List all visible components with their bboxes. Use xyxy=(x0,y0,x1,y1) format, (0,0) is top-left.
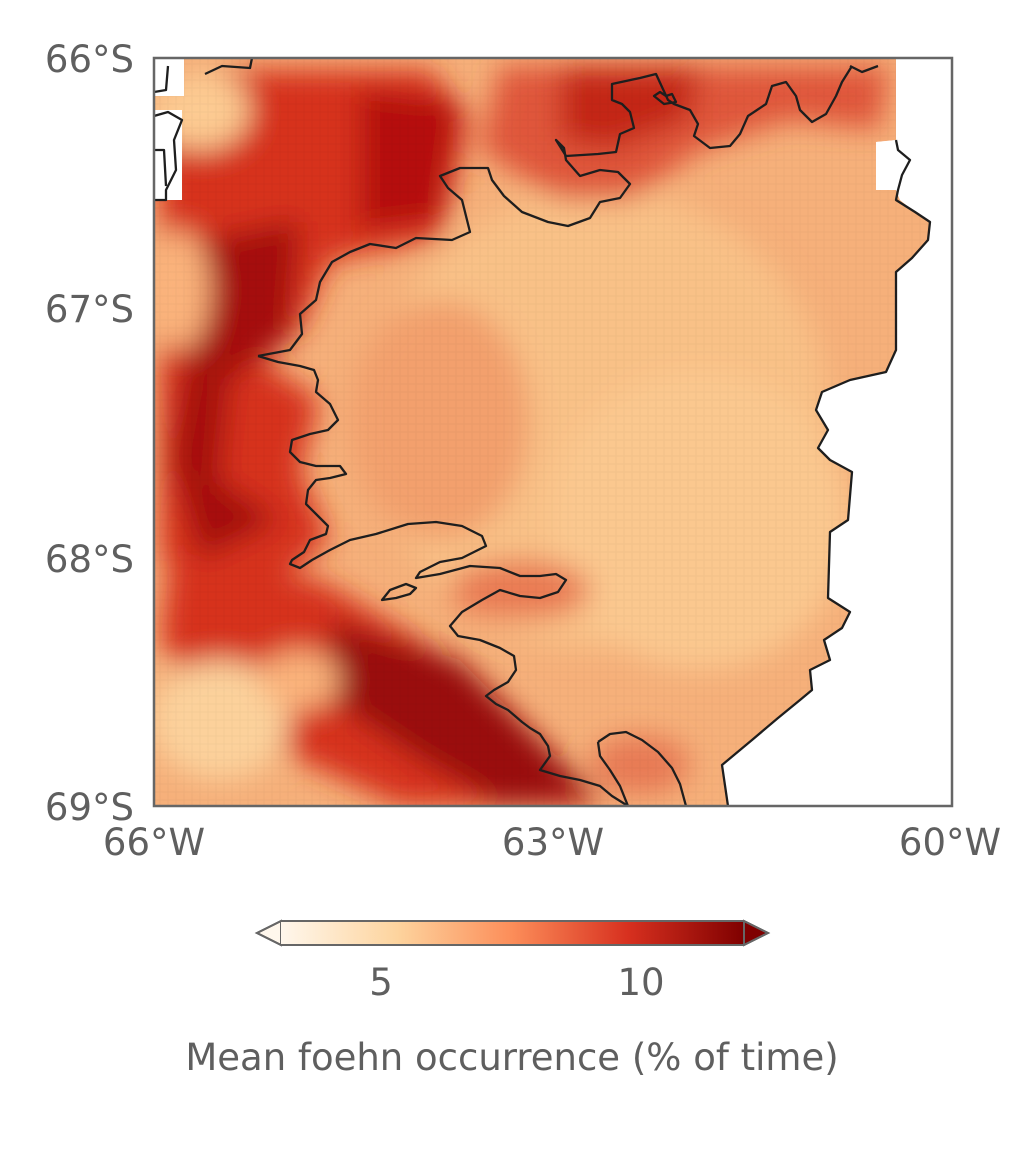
lat-tick-labels: 66°S 67°S 68°S 69°S xyxy=(45,38,134,829)
lat-tick-label: 69°S xyxy=(45,786,134,829)
colorbar-body xyxy=(281,921,744,945)
coastline xyxy=(154,58,932,806)
map-panel xyxy=(154,58,952,806)
lon-tick-label: 66°W xyxy=(103,821,205,864)
lon-tick-label: 63°W xyxy=(502,821,604,864)
colorbar: 5 10 Mean foehn occurrence (% of time) xyxy=(185,919,839,1079)
lat-tick-label: 66°S xyxy=(45,38,134,81)
no-data-region xyxy=(722,58,952,806)
colorbar-outline xyxy=(254,920,771,946)
lon-tick-label: 60°W xyxy=(899,821,1001,864)
colorbar-tick-label: 10 xyxy=(617,961,664,1004)
map-frame xyxy=(152,56,954,808)
colorbar-tick-label: 5 xyxy=(369,961,393,1004)
lon-tick-labels: 66°W 63°W 60°W xyxy=(103,821,1001,864)
colorbar-extend-min xyxy=(254,919,282,947)
lat-tick-label: 68°S xyxy=(45,538,134,581)
colorbar-extend-max xyxy=(743,919,771,947)
colorbar-label: Mean foehn occurrence (% of time) xyxy=(185,1036,838,1079)
lat-tick-label: 67°S xyxy=(45,288,134,331)
